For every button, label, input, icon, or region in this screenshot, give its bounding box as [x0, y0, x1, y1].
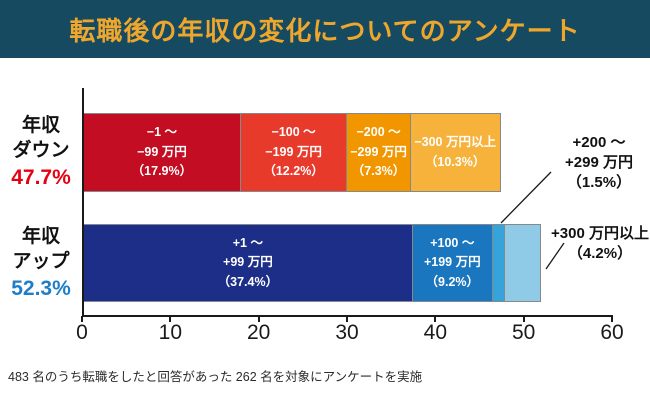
x-tick-label: 50 — [511, 321, 536, 344]
x-tick-mark — [81, 316, 83, 322]
segment-label: −199 万円 — [265, 144, 322, 159]
annotation-text: （1.5%） — [566, 174, 632, 191]
x-tick-labels: 0 10 20 30 40 50 60 — [76, 321, 624, 347]
segment-label: −200 ～ — [356, 125, 401, 140]
annotation-text: +300 万円以上 — [551, 225, 649, 242]
page-title: 転職後の年収の変化についてのアンケート — [69, 15, 581, 46]
segment-label: −300 万円以上 — [414, 135, 496, 150]
segment-label: +99 万円 — [223, 255, 273, 270]
x-tick-label: 10 — [158, 321, 183, 344]
segment-label: +1 ～ — [232, 235, 263, 250]
segment-up-300-plus — [504, 224, 542, 302]
segment-label: （17.9%） — [131, 164, 193, 179]
annotation-plus-300: +300 万円以上 （4.2%） — [549, 224, 650, 264]
segment-down-300-plus: −300 万円以上 （10.3%） — [409, 113, 501, 192]
segment-label: （12.2%） — [263, 164, 324, 179]
row-label-up: 年収 アップ 52.3% — [2, 223, 80, 302]
annotation-text: +299 万円 — [565, 154, 633, 171]
y-axis-line — [82, 88, 84, 316]
segment-up-100-to-199: +100 ～ +199 万円 （9.2%） — [411, 224, 493, 302]
segment-label: （7.3%） — [351, 164, 406, 179]
annotation-text: （4.2%） — [567, 245, 633, 262]
x-tick-label: 40 — [423, 321, 448, 344]
segment-label: （9.2%） — [425, 274, 480, 289]
segment-label: −100 ～ — [271, 125, 316, 140]
x-tick-label: 20 — [246, 321, 271, 344]
segment-label: −1 ～ — [146, 125, 178, 140]
segment-down-200-to-299: −200 ～ −299 万円 （7.3%） — [346, 113, 411, 192]
annotation-plus-200-299: +200 ～ +299 万円 （1.5%） — [549, 133, 649, 193]
row-label-down: 年収 ダウン 47.7% — [2, 112, 80, 192]
segment-down-1-to-99: −1 ～ −99 万円 （17.9%） — [83, 113, 241, 192]
x-tick-mark — [346, 316, 348, 322]
segment-label: −99 万円 — [137, 144, 187, 159]
x-tick-mark — [522, 316, 525, 322]
x-tick-mark — [169, 316, 172, 322]
row-label-up-line2: アップ — [12, 250, 70, 272]
down-total-percent: 47.7% — [11, 166, 71, 189]
up-total-percent: 52.3% — [11, 276, 71, 300]
row-label-down-line2: ダウン — [12, 140, 70, 161]
segment-label: +100 ～ — [430, 235, 475, 250]
segment-label: （37.4%） — [217, 274, 279, 289]
bar-salary-up: +1 ～ +99 万円 （37.4%） +100 ～ +199 万円 （9.2%… — [83, 224, 612, 302]
x-tick-mark — [434, 316, 437, 322]
row-label-up-line1: 年収 — [21, 225, 60, 247]
x-tick-mark — [257, 316, 260, 322]
title-banner: 転職後の年収の変化についてのアンケート — [0, 0, 650, 58]
x-tick-label: 0 — [76, 321, 88, 344]
x-tick-label: 30 — [335, 321, 359, 344]
segment-label: （10.3%） — [424, 154, 486, 169]
annotation-text: +200 ～ — [572, 134, 626, 151]
row-label-down-line1: 年収 — [21, 115, 60, 136]
x-tick-marks — [81, 316, 613, 322]
x-tick-label: 60 — [600, 321, 624, 344]
x-tick-mark — [611, 316, 613, 322]
survey-footnote: 483 名のうち転職をしたと回答があった 262 名を対象にアンケートを実施 — [8, 370, 423, 384]
segment-label: +199 万円 — [423, 255, 481, 270]
segment-up-1-to-99: +1 ～ +99 万円 （37.4%） — [83, 224, 413, 302]
segment-down-100-to-199: −100 ～ −199 万円 （12.2%） — [239, 113, 348, 192]
bar-salary-down: −1 ～ −99 万円 （17.9%） −100 ～ −199 万円 （12.2… — [83, 113, 612, 192]
segment-label: −299 万円 — [350, 144, 407, 159]
